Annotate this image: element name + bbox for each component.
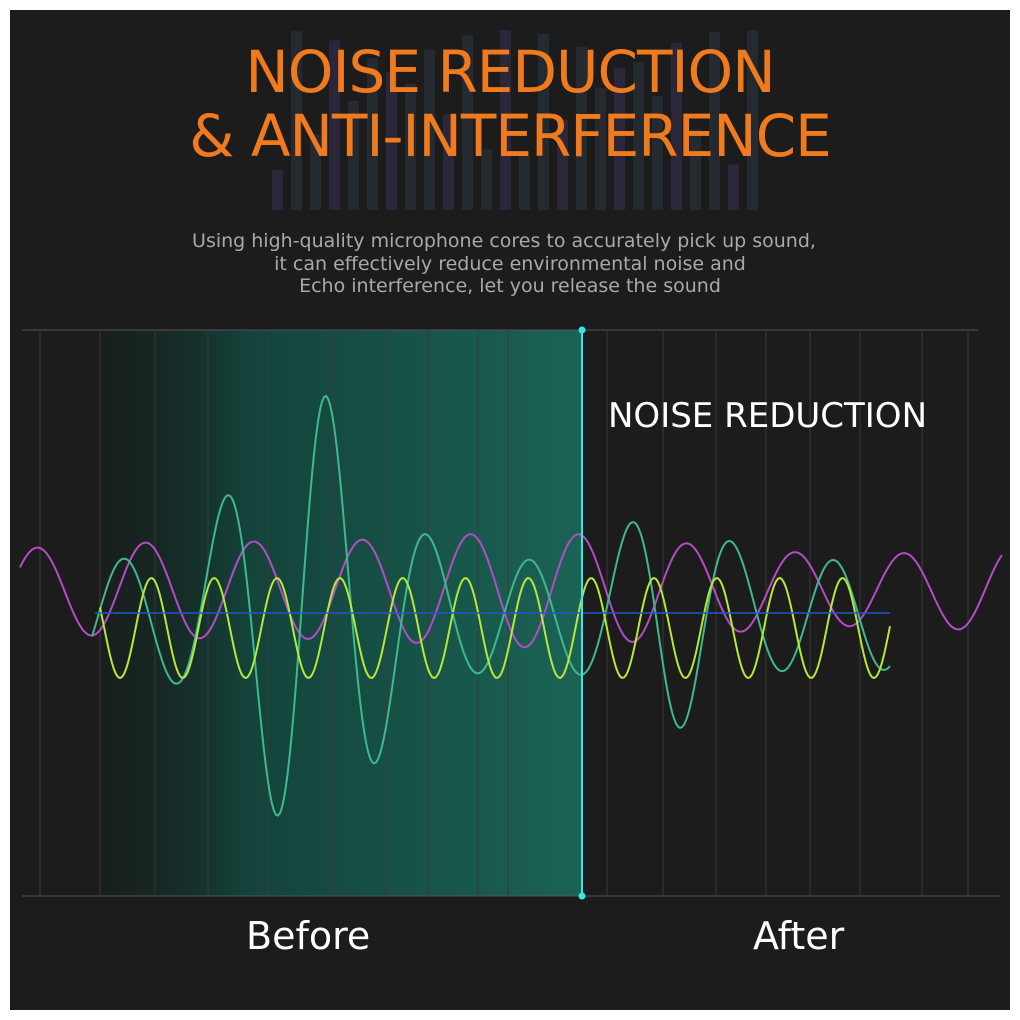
description-line-3: Echo interference, let you release the s… bbox=[299, 275, 721, 297]
product-banner: NOISE REDUCTION & ANTI-INTERFERENCE Usin… bbox=[10, 10, 1010, 1010]
wave-teal bbox=[91, 394, 891, 817]
wave-yellow-green bbox=[99, 576, 891, 680]
title-line-2: & ANTI-INTERFERENCE bbox=[189, 102, 832, 170]
divider-bottom-dot bbox=[578, 892, 586, 900]
waveform-comparison bbox=[19, 326, 1003, 900]
description-line-2: it can effectively reduce environmental … bbox=[274, 253, 746, 275]
after-label: After bbox=[753, 914, 845, 958]
title-line-1: NOISE REDUCTION bbox=[245, 38, 775, 106]
noise-reduction-label: NOISE REDUCTION bbox=[608, 396, 927, 436]
description-line-1: Using high-quality microphone cores to a… bbox=[192, 230, 816, 252]
divider-top-dot bbox=[578, 326, 586, 334]
before-label: Before bbox=[246, 914, 371, 958]
wave-purple bbox=[19, 533, 1003, 649]
equalizer-bars-icon bbox=[272, 30, 758, 211]
